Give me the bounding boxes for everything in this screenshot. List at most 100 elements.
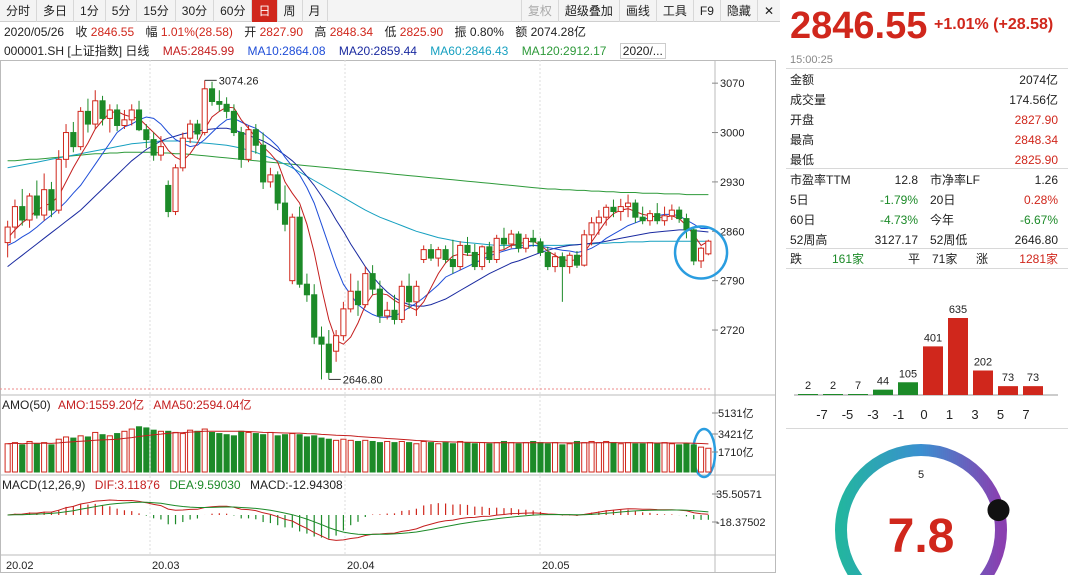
toolbar-item-10 — [328, 0, 522, 22]
volume-bar — [406, 442, 413, 473]
toolbar-item-1[interactable]: 多日 — [37, 0, 75, 22]
toolbar-item-8[interactable]: 周 — [278, 0, 303, 22]
volume-bar — [705, 447, 712, 473]
volume-bar — [318, 437, 325, 473]
toolbar-item-12[interactable]: 超级叠加 — [559, 0, 620, 22]
candle — [530, 229, 537, 247]
candle-body — [70, 132, 77, 148]
quote-time: 15:00:25 — [790, 54, 833, 66]
volume-bar — [55, 438, 62, 473]
candle-body — [508, 233, 515, 245]
candle-body — [92, 100, 99, 125]
toolbar-item-9[interactable]: 月 — [303, 0, 328, 22]
volume-bar — [427, 442, 435, 473]
dist-bar-label: 202 — [974, 357, 992, 369]
candle-body — [697, 247, 705, 262]
date-tick-label: 20.05 — [542, 560, 570, 572]
amount-value: 2074.28亿 — [530, 25, 587, 39]
candle — [11, 199, 19, 239]
candle-body — [435, 249, 442, 259]
toolbar-item-14[interactable]: 工具 — [657, 0, 694, 22]
amp-label: 幅 — [145, 25, 158, 39]
volume-bar — [515, 443, 522, 473]
highlight-circle — [673, 225, 729, 280]
macd-tick-label: -18.37502 — [716, 517, 766, 529]
candle-body — [121, 119, 128, 126]
candle-body — [274, 174, 281, 204]
candle — [442, 245, 449, 264]
candle — [41, 173, 48, 221]
toolbar-item-6[interactable]: 60分 — [214, 0, 253, 22]
quote-label: 最低 — [790, 153, 815, 167]
candle — [252, 124, 259, 154]
candle-body — [143, 129, 150, 141]
toolbar-item-15[interactable]: F9 — [694, 0, 721, 22]
candle-body — [296, 216, 303, 285]
volume-bar — [595, 442, 602, 473]
volume-bar — [354, 440, 362, 473]
toolbar-item-11[interactable]: 复权 — [522, 0, 559, 22]
price-tick-label: 3070 — [720, 78, 744, 90]
volume-bar — [471, 443, 478, 473]
candle — [391, 294, 398, 325]
candle — [238, 126, 245, 168]
distribution-chart: 2 2 7 44 105 401 635 202 73 73 -7 -5 -3 -1 0 1 3 5 7 — [794, 304, 1058, 422]
ratio-row: 市盈率TTM 12.8 市净率LF 1.26 — [790, 170, 1058, 190]
toolbar-item-16[interactable]: 隐藏 — [721, 0, 758, 22]
candle — [128, 104, 135, 126]
volume-bar — [676, 444, 683, 473]
ratio-value: 2646.80 — [1014, 233, 1058, 247]
toolbar-item-2[interactable]: 1分 — [74, 0, 106, 22]
candle — [413, 280, 420, 316]
volume-tick-label: 1710亿 — [718, 446, 753, 459]
amo-value: AMO:1559.20亿 — [58, 398, 145, 412]
kline-chart[interactable]: 3070 3000 2930 2860 2790 2720 3074.26 2646.80 51… — [0, 0, 786, 575]
candle — [281, 185, 289, 232]
price-tick-label: 2860 — [720, 226, 744, 238]
candle — [384, 301, 391, 320]
candle — [661, 206, 668, 226]
ratio-label: 20日 — [930, 193, 956, 207]
ratio-label: 52周高 — [790, 233, 828, 247]
toolbar-item-7[interactable]: 日 — [252, 0, 278, 22]
volume-bar — [274, 435, 281, 473]
toolbar-item-5[interactable]: 30分 — [176, 0, 215, 22]
dist-bar-label: 7 — [855, 380, 861, 392]
ma20-legend: MA20:2859.44 — [338, 44, 417, 58]
toolbar-item-13[interactable]: 画线 — [620, 0, 657, 22]
candle — [486, 241, 493, 264]
volume-bar — [289, 433, 296, 473]
divider — [786, 68, 1068, 69]
candle-body — [471, 251, 478, 268]
candle — [296, 206, 303, 288]
price-tick-label: 2720 — [720, 325, 744, 337]
toolbar-item-0[interactable]: 分时 — [0, 0, 38, 22]
candle — [48, 181, 55, 218]
close-icon[interactable]: ✕ — [763, 3, 774, 18]
quote-value: 2848.34 — [1014, 133, 1058, 147]
volume-bar — [11, 442, 19, 473]
candle — [333, 330, 340, 362]
ratio-value: 3127.17 — [874, 233, 918, 247]
volume-bar — [559, 444, 566, 473]
candle — [595, 210, 602, 235]
candle-body — [201, 88, 208, 134]
volume-bar — [697, 446, 705, 473]
symbol-label: 000001.SH [上证指数] 日线 — [4, 44, 150, 58]
candle-body — [537, 241, 544, 253]
toolbar-item-3[interactable]: 5分 — [106, 0, 138, 22]
candle — [347, 273, 354, 313]
candle-body — [128, 109, 135, 121]
volume-bar — [391, 442, 398, 473]
date-select[interactable]: 2020/... — [619, 43, 666, 59]
candle — [668, 204, 675, 221]
candle-body — [479, 246, 486, 268]
candle-body — [172, 167, 179, 213]
candle-body — [19, 206, 26, 221]
candle — [172, 164, 179, 216]
ratio-row: 60日 -4.73% 今年 -6.67% — [790, 210, 1058, 230]
toolbar-item-4[interactable]: 15分 — [137, 0, 176, 22]
volume-bar — [581, 442, 588, 473]
amount-label: 额 — [515, 25, 528, 39]
dea-value: DEA:9.59030 — [169, 478, 241, 492]
